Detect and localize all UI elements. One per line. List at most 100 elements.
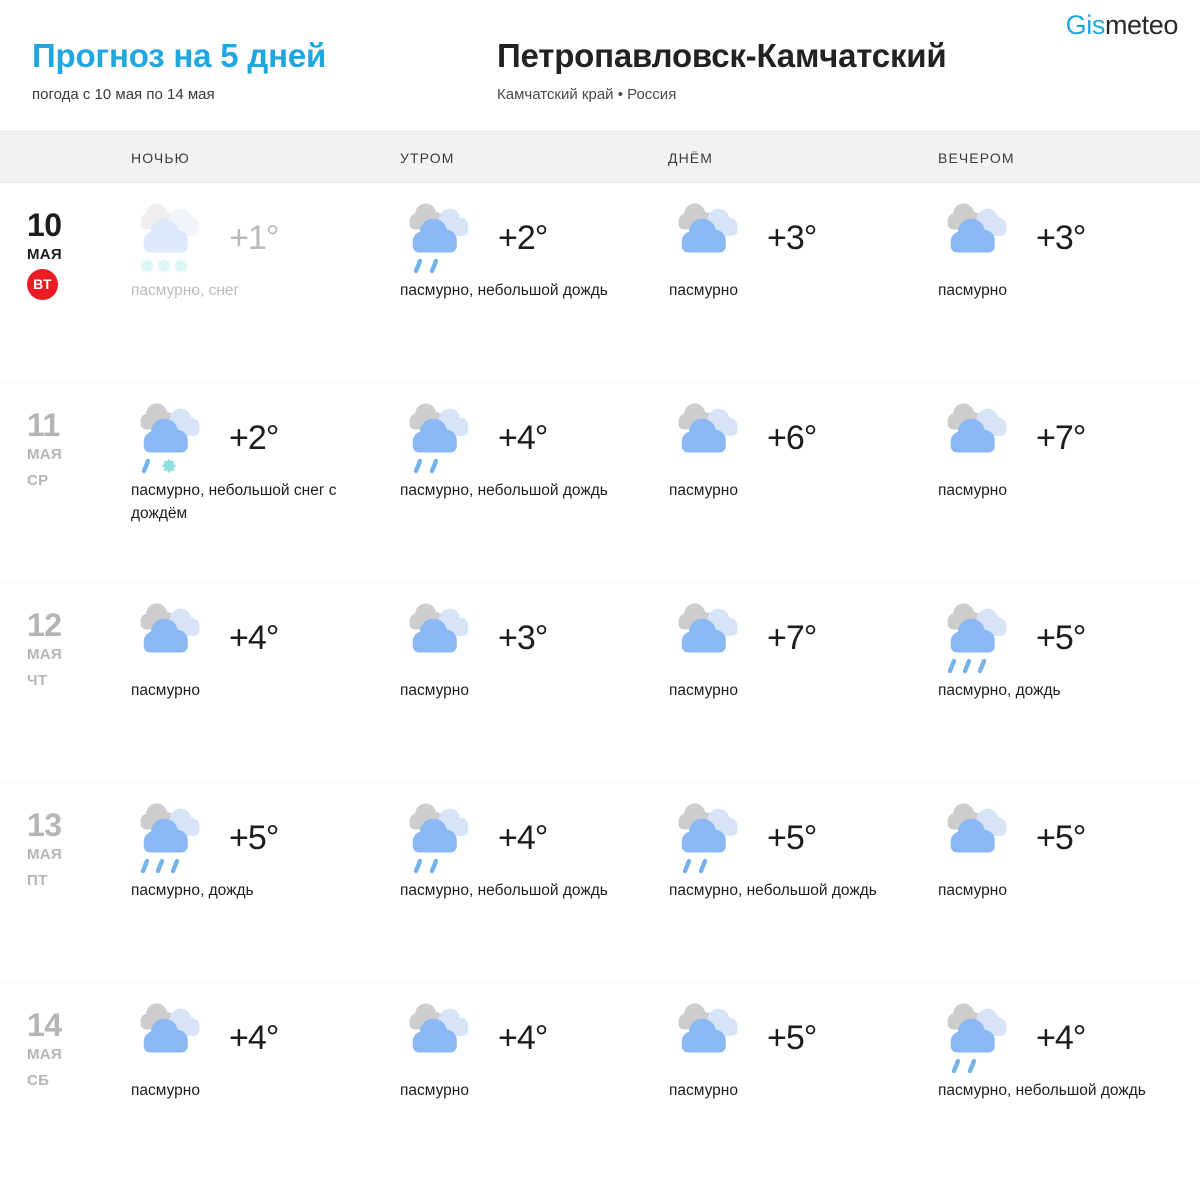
cloudy-light-rain-icon: [938, 999, 1030, 1077]
forecast-cell[interactable]: +3° пасмурно: [669, 183, 938, 383]
forecast-cell-top: +4°: [131, 599, 400, 677]
temperature-value: +5°: [767, 819, 817, 857]
temperature-value: +4°: [1036, 1019, 1086, 1057]
date-weekday: пт: [27, 872, 48, 889]
condition-description: пасмурно: [938, 282, 1007, 299]
temperature-value: +5°: [1036, 619, 1086, 657]
temperature-value: +7°: [767, 619, 817, 657]
condition-description: пасмурно, дождь: [938, 682, 1061, 699]
column-header-morning: Утром: [400, 150, 455, 166]
forecast-cell-top: +4°: [400, 999, 669, 1077]
temperature-value: +3°: [498, 619, 548, 657]
temperature-value: +3°: [1036, 219, 1086, 257]
date-month: мая: [27, 246, 63, 263]
cloudy-rain-icon: [131, 799, 223, 877]
temperature-value: +4°: [498, 419, 548, 457]
forecast-cell[interactable]: +3° пасмурно: [938, 183, 1200, 383]
cloudy-icon: [938, 799, 1030, 877]
temperature-value: +1°: [229, 219, 279, 257]
cloudy-sleet-icon: [131, 399, 223, 477]
forecast-day-row: 14 мая сб +4° пасмурно +4° пасмурно +5° пасмурно…: [0, 983, 1200, 1178]
temperature-value: +5°: [229, 819, 279, 857]
column-header-night: Ночью: [131, 150, 190, 166]
forecast-cell-top: +4°: [400, 399, 669, 477]
column-header-band: Ночью Утром Днём Вечером: [0, 131, 1200, 183]
condition-description: пасмурно: [400, 682, 469, 699]
forecast-cell-top: +3°: [938, 199, 1200, 277]
forecast-cell[interactable]: +3° пасмурно: [400, 583, 669, 783]
forecast-cell[interactable]: +4° пасмурно, небольшой дождь: [400, 383, 669, 583]
date-cell[interactable]: 11 мая ср: [0, 383, 131, 583]
cloudy-light-rain-icon: [669, 799, 761, 877]
temperature-value: +2°: [498, 219, 548, 257]
forecast-cell-top: +1°: [131, 199, 400, 277]
date-month: мая: [27, 646, 63, 663]
condition-description: пасмурно, дождь: [131, 882, 254, 899]
condition-description: пасмурно: [131, 1082, 200, 1099]
forecast-cell-top: +5°: [131, 799, 400, 877]
forecast-cell-top: +2°: [131, 399, 400, 477]
forecast-cell[interactable]: +4° пасмурно: [400, 983, 669, 1178]
condition-description: пасмурно: [669, 682, 738, 699]
forecast-cell[interactable]: +5° пасмурно: [938, 783, 1200, 983]
temperature-value: +4°: [498, 1019, 548, 1057]
forecast-cell-top: +5°: [938, 599, 1200, 677]
forecast-cell[interactable]: +4° пасмурно: [131, 983, 400, 1178]
forecast-day-row: 13 мая пт +5° пасмурно, дождь +4° пасмурно, не…: [0, 783, 1200, 983]
condition-description: пасмурно: [938, 482, 1007, 499]
forecast-cell[interactable]: +6° пасмурно: [669, 383, 938, 583]
forecast-day-row: 12 мая чт +4° пасмурно +3° пасмурно +7° пасмурно…: [0, 583, 1200, 783]
forecast-cell[interactable]: +2° пасмурно, небольшой снег с дождём: [131, 383, 400, 583]
forecast-cell-top: +3°: [400, 599, 669, 677]
forecast-cell[interactable]: +5° пасмурно: [669, 983, 938, 1178]
cloudy-light-rain-icon: [400, 399, 492, 477]
forecast-cell[interactable]: +5° пасмурно, небольшой дождь: [669, 783, 938, 983]
forecast-cell-top: +5°: [669, 799, 938, 877]
forecast-day-row: 10 мая вт +1° пасмурно, снег +2° пасмурно, неб…: [0, 183, 1200, 383]
forecast-cell[interactable]: +4° пасмурно: [131, 583, 400, 783]
cloudy-icon: [669, 199, 761, 277]
condition-description: пасмурно: [400, 1082, 469, 1099]
forecast-cell-top: +4°: [938, 999, 1200, 1077]
cloudy-icon: [131, 999, 223, 1077]
forecast-cell[interactable]: +5° пасмурно, дождь: [131, 783, 400, 983]
cloudy-icon: [400, 999, 492, 1077]
condition-description: пасмурно: [131, 682, 200, 699]
condition-description: пасмурно: [938, 882, 1007, 899]
forecast-cell[interactable]: +4° пасмурно, небольшой дождь: [938, 983, 1200, 1178]
forecast-cell-top: +3°: [669, 199, 938, 277]
column-header-evening: Вечером: [938, 150, 1015, 166]
logo-text-gis: Gis: [1065, 10, 1106, 40]
temperature-value: +4°: [229, 619, 279, 657]
forecast-cell[interactable]: +2° пасмурно, небольшой дождь: [400, 183, 669, 383]
forecast-title-block: Прогноз на 5 дней погода с 10 мая по 14 …: [32, 36, 326, 105]
condition-description: пасмурно, небольшой дождь: [938, 1082, 1146, 1099]
date-day-number: 13: [27, 807, 62, 843]
date-cell[interactable]: 14 мая сб: [0, 983, 131, 1178]
region-name: Камчатский край • Россия: [497, 86, 677, 103]
forecast-day-row: 11 мая ср +2° пасмурно, небольшой снег с дож…: [0, 383, 1200, 583]
logo-text-meteo: meteo: [1104, 10, 1178, 40]
date-cell[interactable]: 10 мая вт: [0, 183, 131, 383]
date-weekday: сб: [27, 1072, 50, 1089]
city-name[interactable]: Петропавловск-Камчатский: [497, 37, 947, 74]
forecast-cell[interactable]: +7° пасмурно: [669, 583, 938, 783]
forecast-cell[interactable]: +5° пасмурно, дождь: [938, 583, 1200, 783]
cloudy-rain-icon: [938, 599, 1030, 677]
date-day-number: 14: [27, 1007, 62, 1043]
condition-description: пасмурно: [669, 282, 738, 299]
date-cell[interactable]: 12 мая чт: [0, 583, 131, 783]
date-day-number: 10: [27, 207, 62, 243]
cloudy-icon: [669, 599, 761, 677]
date-month: мая: [27, 846, 63, 863]
gismeteo-logo[interactable]: Gismeteo: [1065, 10, 1179, 41]
forecast-cell[interactable]: +1° пасмурно, снег: [131, 183, 400, 383]
forecast-cell[interactable]: +4° пасмурно, небольшой дождь: [400, 783, 669, 983]
date-cell[interactable]: 13 мая пт: [0, 783, 131, 983]
cloudy-snow-icon: [131, 199, 223, 277]
forecast-cell-top: +4°: [400, 799, 669, 877]
temperature-value: +6°: [767, 419, 817, 457]
cloudy-icon: [938, 199, 1030, 277]
forecast-cell[interactable]: +7° пасмурно: [938, 383, 1200, 583]
